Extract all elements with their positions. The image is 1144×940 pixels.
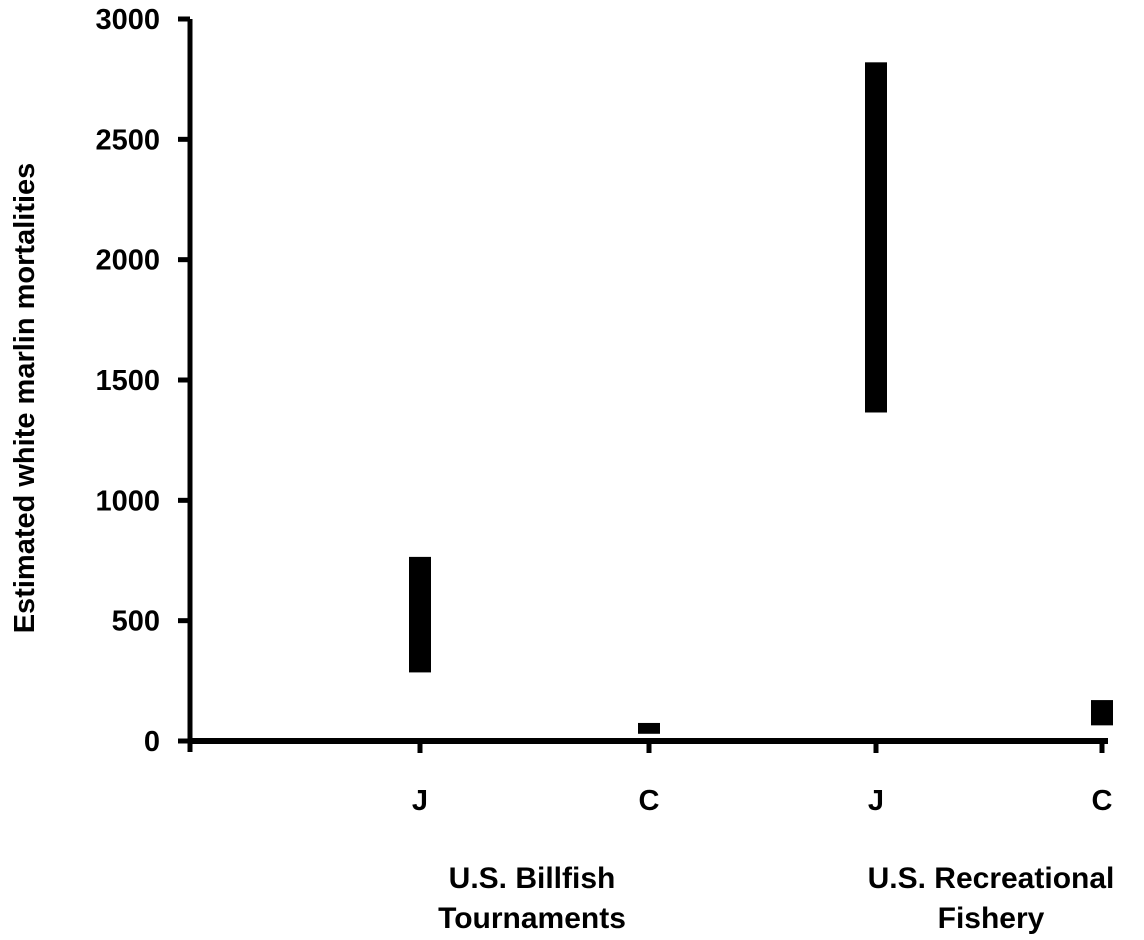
y-tick-label: 3000 <box>95 4 160 36</box>
range-bars <box>409 62 1113 734</box>
x-tick-label: C <box>1092 785 1113 817</box>
x-tick-label: J <box>412 785 428 817</box>
y-tick-label: 1500 <box>95 365 160 397</box>
group-label-line1: U.S. Recreational <box>868 862 1115 895</box>
range-bar <box>865 62 887 413</box>
range-bar <box>409 556 431 673</box>
x-tick-label: J <box>868 785 884 817</box>
axes <box>178 16 1108 753</box>
y-tick-label: 500 <box>112 606 160 638</box>
group-label-line2: Tournaments <box>438 902 626 935</box>
range-bar <box>1091 700 1113 726</box>
y-axis-label: Estimated white marlin mortalities <box>9 163 41 634</box>
group-label-line1: U.S. Billfish <box>449 862 616 895</box>
y-tick-label: 2500 <box>95 124 160 156</box>
axis-labels: Estimated white marlin mortalities 0 500 1… <box>9 4 1114 935</box>
x-tick-label: C <box>639 785 660 817</box>
y-tick-label: 0 <box>144 726 160 758</box>
range-bar <box>638 722 660 734</box>
y-tick-label: 2000 <box>95 245 160 277</box>
group-label-line2: Fishery <box>938 902 1045 935</box>
y-tick-label: 1000 <box>95 485 160 517</box>
